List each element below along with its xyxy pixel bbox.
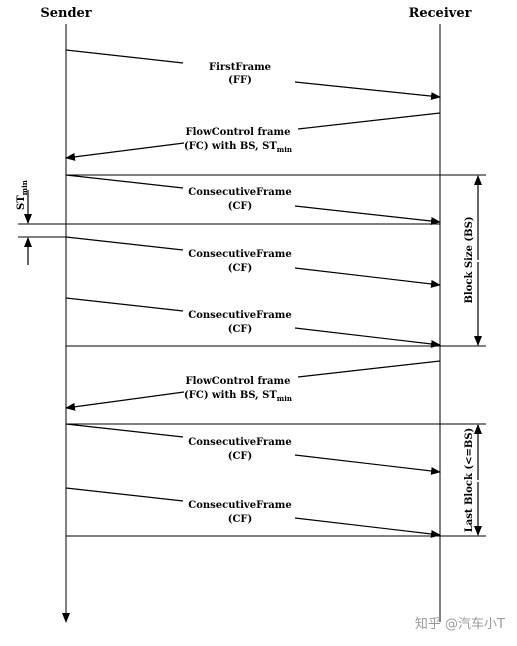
- block-size-annotation: Block Size (BS): [464, 175, 482, 346]
- ff-label-line1: FirstFrame: [209, 62, 271, 73]
- cf3-label-line2: (CF): [228, 324, 253, 335]
- last-block-annotation: Last Block (<=BS): [464, 424, 482, 536]
- flow-control-message: FlowControl frame (FC) with BS, STmin: [65, 360, 441, 411]
- stmin-annotation: STmin: [16, 180, 32, 265]
- consecutive-frame-message: ConsecutiveFrame (CF): [65, 297, 441, 348]
- fc2-label-line2: (FC) with BS, STmin: [184, 390, 292, 403]
- consecutive-frame-message: ConsecutiveFrame (CF): [65, 423, 441, 475]
- watermark-text: 知乎 @汽车小T: [415, 616, 505, 632]
- first-frame-message: FirstFrame (FF): [65, 49, 441, 101]
- cf3-label-line1: ConsecutiveFrame: [188, 310, 291, 321]
- sender-header: Sender: [40, 6, 91, 21]
- consecutive-frame-message: ConsecutiveFrame (CF): [65, 487, 441, 538]
- ff-label-line2: (FF): [228, 75, 252, 86]
- cf1-label-line2: (CF): [228, 201, 253, 212]
- cf5-label-line1: ConsecutiveFrame: [188, 500, 291, 511]
- consecutive-frame-message: ConsecutiveFrame (CF): [65, 236, 441, 288]
- fc1-label-line1: FlowControl frame: [186, 127, 291, 138]
- cf5-label-line2: (CF): [228, 514, 253, 525]
- flow-control-message: FlowControl frame (FC) with BS, STmin: [65, 112, 441, 161]
- cf4-label-line1: ConsecutiveFrame: [188, 437, 291, 448]
- block-size-label: Block Size (BS): [464, 216, 475, 303]
- last-block-label: Last Block (<=BS): [464, 428, 475, 533]
- cf1-label-line1: ConsecutiveFrame: [188, 187, 291, 198]
- cf2-label-line1: ConsecutiveFrame: [188, 249, 291, 260]
- receiver-header: Receiver: [409, 6, 472, 21]
- cf4-label-line2: (CF): [228, 451, 253, 462]
- stmin-label: STmin: [16, 180, 29, 210]
- consecutive-frame-message: ConsecutiveFrame (CF): [65, 174, 441, 225]
- fc2-label-line1: FlowControl frame: [186, 376, 291, 387]
- fc1-label-line2: (FC) with BS, STmin: [184, 141, 292, 154]
- cf2-label-line2: (CF): [228, 263, 253, 274]
